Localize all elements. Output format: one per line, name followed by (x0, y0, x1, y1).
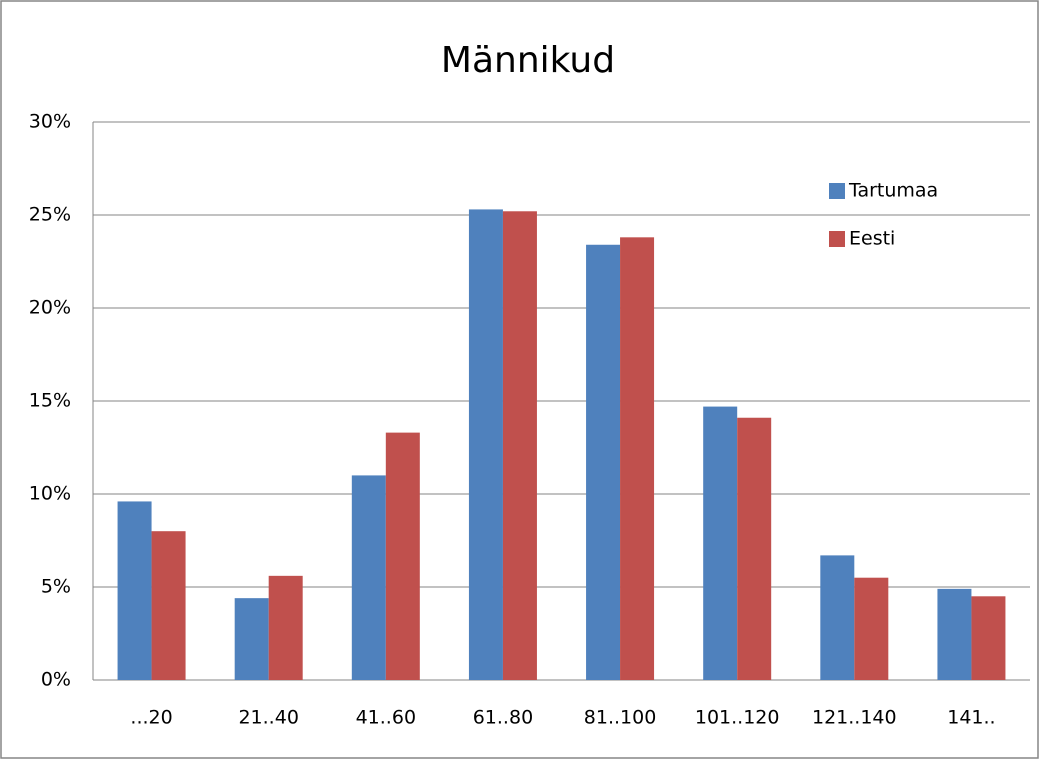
x-tick-label: ...20 (130, 707, 172, 729)
x-tick-label: 41..60 (356, 707, 416, 729)
bar (385, 432, 420, 680)
bar (268, 575, 303, 680)
y-tick-label: 10% (29, 483, 71, 505)
bar (620, 237, 655, 680)
y-tick-label: 25% (29, 204, 71, 226)
x-tick-label: 21..40 (238, 707, 298, 729)
y-tick-label: 0% (41, 669, 71, 691)
y-tick-label: 30% (29, 111, 71, 133)
legend-label: Eesti (849, 228, 895, 250)
x-tick-label: 61..80 (473, 707, 533, 729)
bar (502, 211, 537, 680)
y-tick-label: 20% (29, 297, 71, 319)
legend-swatch (829, 183, 845, 199)
chart-title: Männikud (441, 40, 615, 81)
y-tick-label: 5% (41, 576, 71, 598)
y-tick-label: 15% (29, 390, 71, 412)
bar (820, 555, 855, 680)
bar (234, 598, 269, 680)
bar (586, 244, 621, 680)
legend-swatch (829, 231, 845, 247)
bar (468, 209, 503, 681)
bar (937, 588, 972, 680)
x-tick-label: 101..120 (695, 707, 780, 729)
bar (854, 577, 889, 680)
bar (971, 596, 1006, 680)
bar (117, 501, 152, 680)
x-tick-label: 81..100 (584, 707, 657, 729)
bar (737, 417, 772, 680)
x-tick-label: 141.. (947, 707, 995, 729)
bar (351, 475, 386, 680)
legend-label: Tartumaa (848, 180, 938, 202)
x-tick-label: 121..140 (812, 707, 897, 729)
bar (151, 531, 186, 680)
bar (703, 406, 738, 680)
